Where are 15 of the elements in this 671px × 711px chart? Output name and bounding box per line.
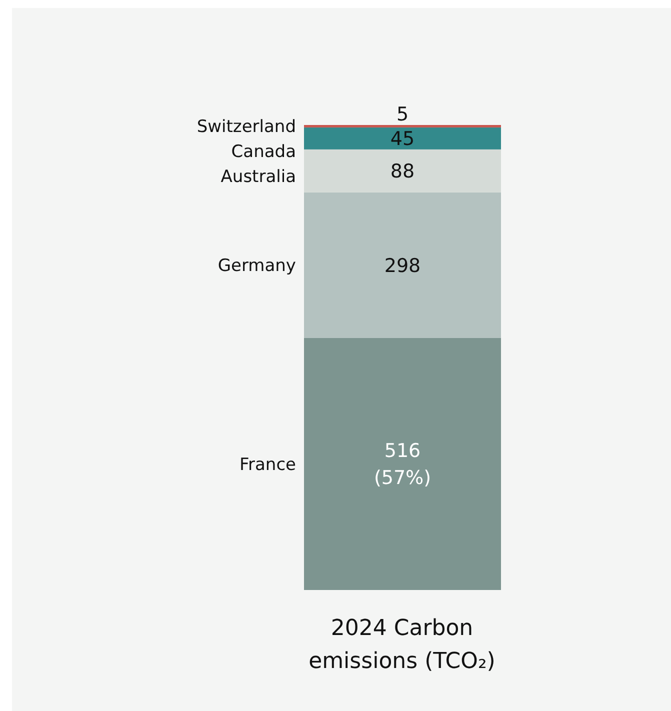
data-label: 5	[396, 104, 409, 126]
bar	[304, 338, 501, 590]
data-label: 88	[390, 160, 415, 183]
data-label: 298	[384, 254, 421, 277]
bar	[304, 149, 501, 192]
bar	[304, 192, 501, 338]
series-label: Switzerland	[196, 117, 296, 138]
bar	[304, 127, 501, 150]
series-label: Canada	[231, 142, 296, 162]
series-label: Germany	[218, 256, 296, 276]
data-label: 45	[390, 128, 415, 150]
x-axis-title: 2024 Carbon emissions (TCO₂)	[308, 616, 496, 674]
series-label: Australia	[220, 167, 296, 188]
series-label: France	[239, 454, 296, 475]
data-label: 516 (57%)	[374, 440, 432, 490]
